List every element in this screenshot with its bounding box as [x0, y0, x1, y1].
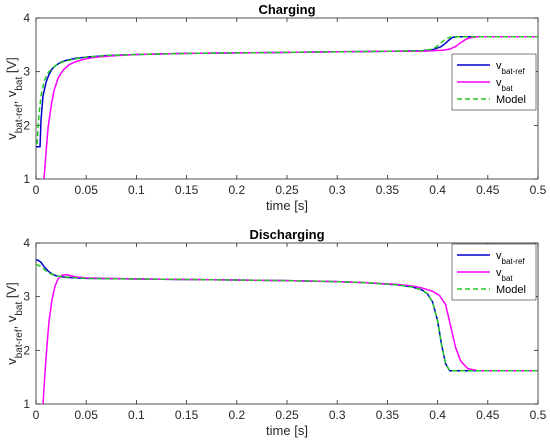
x-tick-label: 0.2: [228, 408, 245, 422]
chart-panel-1: 0 0.05 0.1 0.15 0.2 0.25 0.3 0.35 0.4 0.45 0.5 1 2 3 4…: [4, 2, 547, 213]
x-tick-label: 0: [33, 408, 40, 422]
x-axis-label: time [s]: [266, 423, 308, 438]
legend-label: vbat-ref: [496, 250, 525, 266]
x-tick-label: 0.25: [275, 408, 299, 422]
x-tick-label: 0.4: [429, 408, 446, 422]
series-line-2: [42, 273, 538, 404]
x-tick-label: 0.15: [175, 183, 199, 197]
legend-label: vbat-ref: [496, 60, 525, 76]
x-tick-label: 0.15: [175, 408, 199, 422]
y-axis-label: vbat-ref, vbat [V]: [4, 282, 25, 365]
x-tick-label: 0.4: [429, 183, 446, 197]
y-tick-label: 4: [23, 236, 30, 250]
x-tick-label: 0.5: [530, 183, 547, 197]
x-tick-label: 0.3: [329, 408, 346, 422]
chart-title: Discharging: [249, 227, 324, 242]
y-tick-label: 4: [23, 11, 30, 25]
x-tick-label: 0.05: [75, 408, 99, 422]
legend-label: vbat: [496, 267, 513, 283]
y-tick-label: 3: [23, 290, 30, 304]
chart-title: Charging: [258, 2, 315, 17]
y-axis-label: vbat-ref, vbat [V]: [4, 57, 25, 140]
x-tick-label: 0.35: [376, 183, 400, 197]
x-tick-label: 0.45: [476, 183, 500, 197]
x-tick-label: 0.5: [530, 408, 547, 422]
x-tick-label: 0.2: [228, 183, 245, 197]
y-tick-label: 1: [23, 397, 30, 411]
y-tick-label: 2: [23, 118, 30, 132]
x-tick-label: 0.05: [75, 183, 99, 197]
y-tick-label: 1: [23, 172, 30, 186]
x-axis-label: time [s]: [266, 198, 308, 213]
legend-label: vbat: [496, 77, 513, 93]
x-tick-label: 0.1: [128, 183, 145, 197]
x-tick-label: 0.1: [128, 408, 145, 422]
series-line-3: [36, 263, 538, 372]
x-tick-label: 0: [33, 183, 40, 197]
y-tick-label: 3: [23, 65, 30, 79]
legend-label: Model: [496, 284, 526, 296]
x-tick-label: 0.45: [476, 408, 500, 422]
x-tick-label: 0.25: [275, 183, 299, 197]
legend-label: Model: [496, 94, 526, 106]
y-tick-label: 2: [23, 343, 30, 357]
x-tick-label: 0.35: [376, 408, 400, 422]
series-line-3: [36, 36, 538, 145]
x-tick-label: 0.3: [329, 183, 346, 197]
chart-panel-2: 0 0.05 0.1 0.15 0.2 0.25 0.3 0.35 0.4 0.45 0.5 1 2 3 4…: [4, 227, 547, 438]
